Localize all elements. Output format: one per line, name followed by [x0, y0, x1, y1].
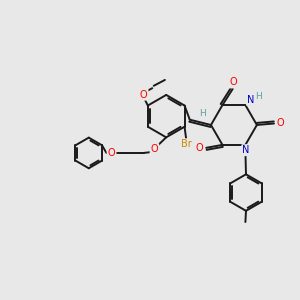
- Text: N: N: [247, 95, 254, 105]
- Text: Br: Br: [181, 140, 192, 149]
- Text: O: O: [108, 148, 115, 158]
- Text: O: O: [140, 90, 148, 100]
- Text: N: N: [242, 145, 250, 155]
- Text: O: O: [277, 118, 284, 128]
- Text: O: O: [230, 77, 237, 87]
- Text: H: H: [199, 109, 206, 118]
- Text: H: H: [255, 92, 262, 101]
- Text: O: O: [196, 143, 204, 153]
- Text: O: O: [151, 144, 158, 154]
